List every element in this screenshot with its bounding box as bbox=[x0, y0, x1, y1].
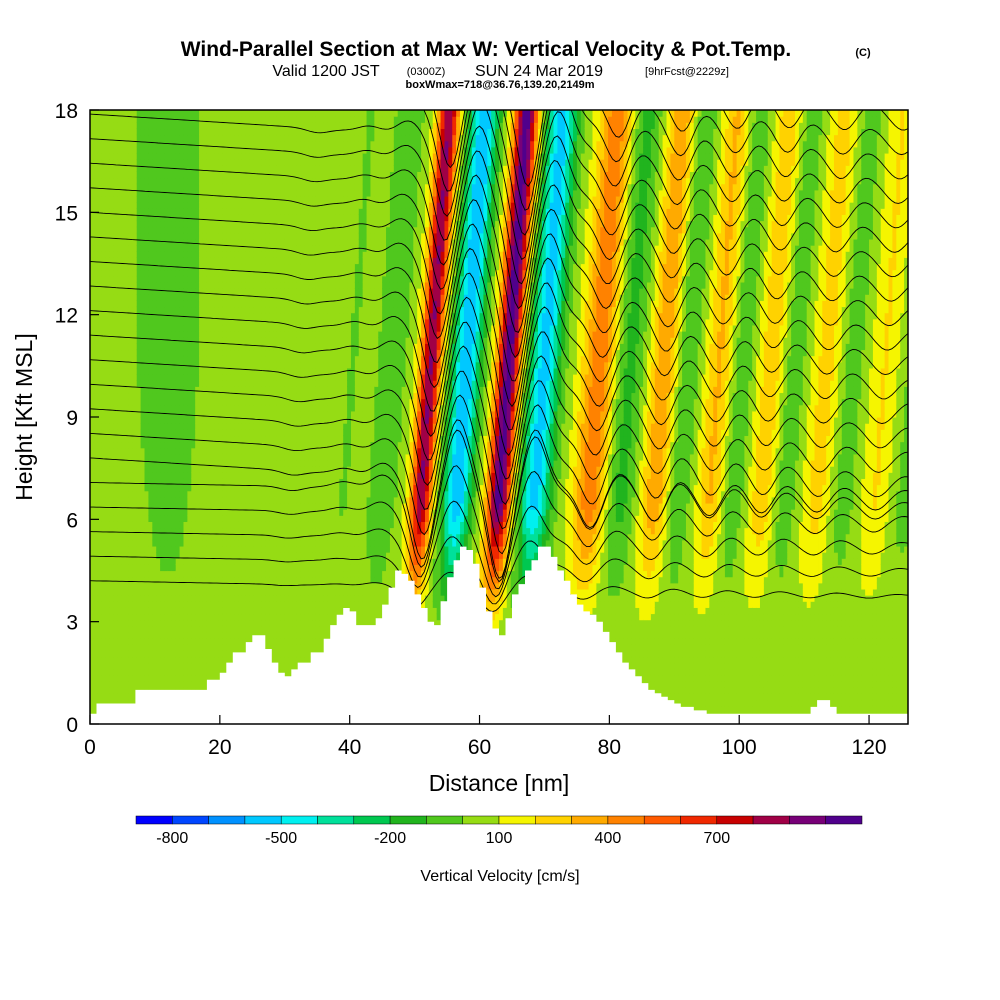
colorbar-title: Vertical Velocity [cm/s] bbox=[420, 868, 579, 885]
x-tick-label: 80 bbox=[598, 736, 621, 759]
colorbar-swatch bbox=[716, 815, 754, 825]
colorbar-tick-label: -200 bbox=[374, 830, 406, 847]
colorbar-swatch bbox=[680, 815, 718, 825]
chart-title: Wind-Parallel Section at Max W: Vertical… bbox=[181, 38, 792, 61]
y-tick-label: 3 bbox=[66, 612, 78, 635]
colorbar-swatch bbox=[825, 815, 863, 825]
y-tick-label: 12 bbox=[55, 305, 78, 328]
x-tick-label: 60 bbox=[468, 736, 491, 759]
colorbar-swatch bbox=[498, 815, 536, 825]
colorbar-swatch bbox=[752, 815, 790, 825]
y-tick-label: 18 bbox=[55, 100, 78, 123]
colorbar: -800 -500 -200 100 400 700 bbox=[135, 815, 863, 847]
colorbar-swatch bbox=[643, 815, 681, 825]
colorbar-swatch bbox=[317, 815, 355, 825]
y-axis: 0 3 6 9 12 15 18 bbox=[55, 100, 99, 737]
colorbar-swatch bbox=[135, 815, 173, 825]
colorbar-swatch bbox=[462, 815, 500, 825]
colorbar-swatch bbox=[607, 815, 645, 825]
valid-time-label: Valid 1200 JST bbox=[272, 63, 380, 80]
colorbar-tick-label: -500 bbox=[265, 830, 297, 847]
forecast-label: [9hrFcst@2229z] bbox=[645, 66, 729, 78]
box-max-info: boxWmax=718@36.76,139.20,2149m bbox=[406, 79, 595, 91]
y-tick-label: 9 bbox=[66, 407, 78, 430]
x-tick-label: 20 bbox=[208, 736, 231, 759]
colorbar-swatch bbox=[353, 815, 391, 825]
y-tick-label: 15 bbox=[55, 202, 78, 225]
x-tick-label: 40 bbox=[338, 736, 361, 759]
colorbar-swatch bbox=[426, 815, 463, 825]
colorbar-swatch bbox=[789, 815, 826, 825]
colorbar-swatch bbox=[389, 815, 427, 825]
colorbar-tick-label: 100 bbox=[486, 830, 513, 847]
x-tick-label: 120 bbox=[852, 736, 887, 759]
y-tick-label: 6 bbox=[66, 509, 78, 532]
colorbar-swatch bbox=[535, 815, 572, 825]
y-tick-label: 0 bbox=[66, 714, 78, 737]
terrain-profile bbox=[90, 546, 908, 724]
colorbar-swatch bbox=[571, 815, 609, 825]
colorbar-swatch bbox=[208, 815, 246, 825]
copyright-mark: (C) bbox=[855, 47, 871, 59]
x-axis-title: Distance [nm] bbox=[429, 770, 570, 796]
colorbar-swatch bbox=[172, 815, 209, 825]
potential-temperature-contours bbox=[90, 110, 908, 613]
x-axis: 0 20 40 60 80 100 120 bbox=[84, 715, 887, 759]
x-tick-label: 100 bbox=[722, 736, 757, 759]
colorbar-tick-label: 400 bbox=[595, 830, 622, 847]
x-tick-label: 0 bbox=[84, 736, 96, 759]
colorbar-swatch bbox=[244, 815, 282, 825]
y-axis-title: Height [Kft MSL] bbox=[11, 333, 37, 500]
valid-utc-label: (0300Z) bbox=[407, 66, 446, 78]
colorbar-tick-label: 700 bbox=[703, 830, 730, 847]
plot-area bbox=[90, 110, 908, 724]
colorbar-tick-label: -800 bbox=[156, 830, 188, 847]
colorbar-swatch bbox=[280, 815, 318, 825]
valid-date-label: SUN 24 Mar 2019 bbox=[475, 63, 603, 80]
